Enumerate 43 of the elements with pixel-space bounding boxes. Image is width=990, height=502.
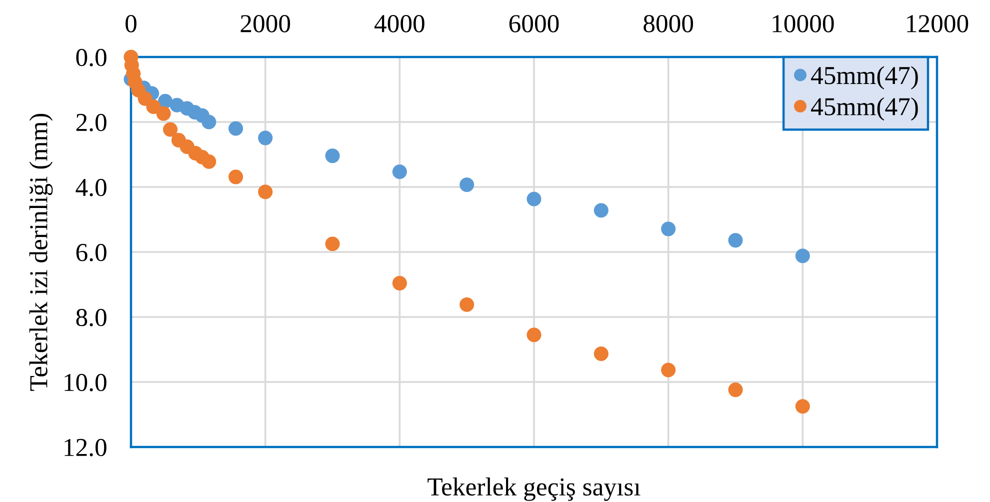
point	[795, 248, 810, 264]
x-tick-label: 6000	[509, 14, 559, 32]
point	[728, 382, 743, 398]
point	[228, 170, 244, 184]
point	[392, 276, 407, 290]
y-tick-label: 8.0	[76, 308, 106, 326]
point	[594, 203, 608, 218]
y-tick-label: 10.0	[64, 374, 106, 392]
point	[661, 362, 676, 378]
x-tick-label: 0	[126, 14, 136, 32]
point	[146, 99, 161, 114]
x-tick-label: 2000	[240, 14, 290, 32]
point	[526, 328, 542, 342]
y-tick-label: 12.0	[64, 438, 106, 456]
y-tick-label: 6.0	[76, 244, 106, 262]
point	[258, 130, 273, 146]
point	[526, 192, 542, 206]
y-axis-title: Tekerlek izi derinliği (mm)	[29, 114, 53, 391]
y-tick-label: 0.0	[76, 48, 106, 66]
point	[258, 184, 273, 200]
point	[325, 148, 340, 164]
point	[594, 346, 608, 362]
point	[156, 106, 171, 121]
x-tick-label: 10000	[772, 14, 834, 32]
point	[392, 164, 407, 180]
point	[228, 121, 244, 136]
legend-label: 45mm(47)	[811, 66, 918, 90]
point	[163, 122, 178, 137]
x-tick-label: 12000	[907, 14, 968, 32]
x-tick-label: 8000	[644, 14, 694, 32]
point	[661, 222, 676, 236]
point	[728, 233, 743, 248]
y-tick-label: 4.0	[76, 178, 106, 196]
point	[202, 154, 216, 169]
y-tick-label: 2.0	[76, 114, 106, 132]
x-tick-label: 4000	[374, 14, 424, 32]
point	[202, 114, 216, 130]
point	[325, 236, 340, 252]
point	[460, 177, 474, 192]
point	[460, 297, 474, 312]
point	[795, 399, 810, 414]
legend-label: 45mm(47)	[811, 97, 918, 121]
x-axis-title: Tekerlek geçiş sayısı	[428, 478, 640, 501]
